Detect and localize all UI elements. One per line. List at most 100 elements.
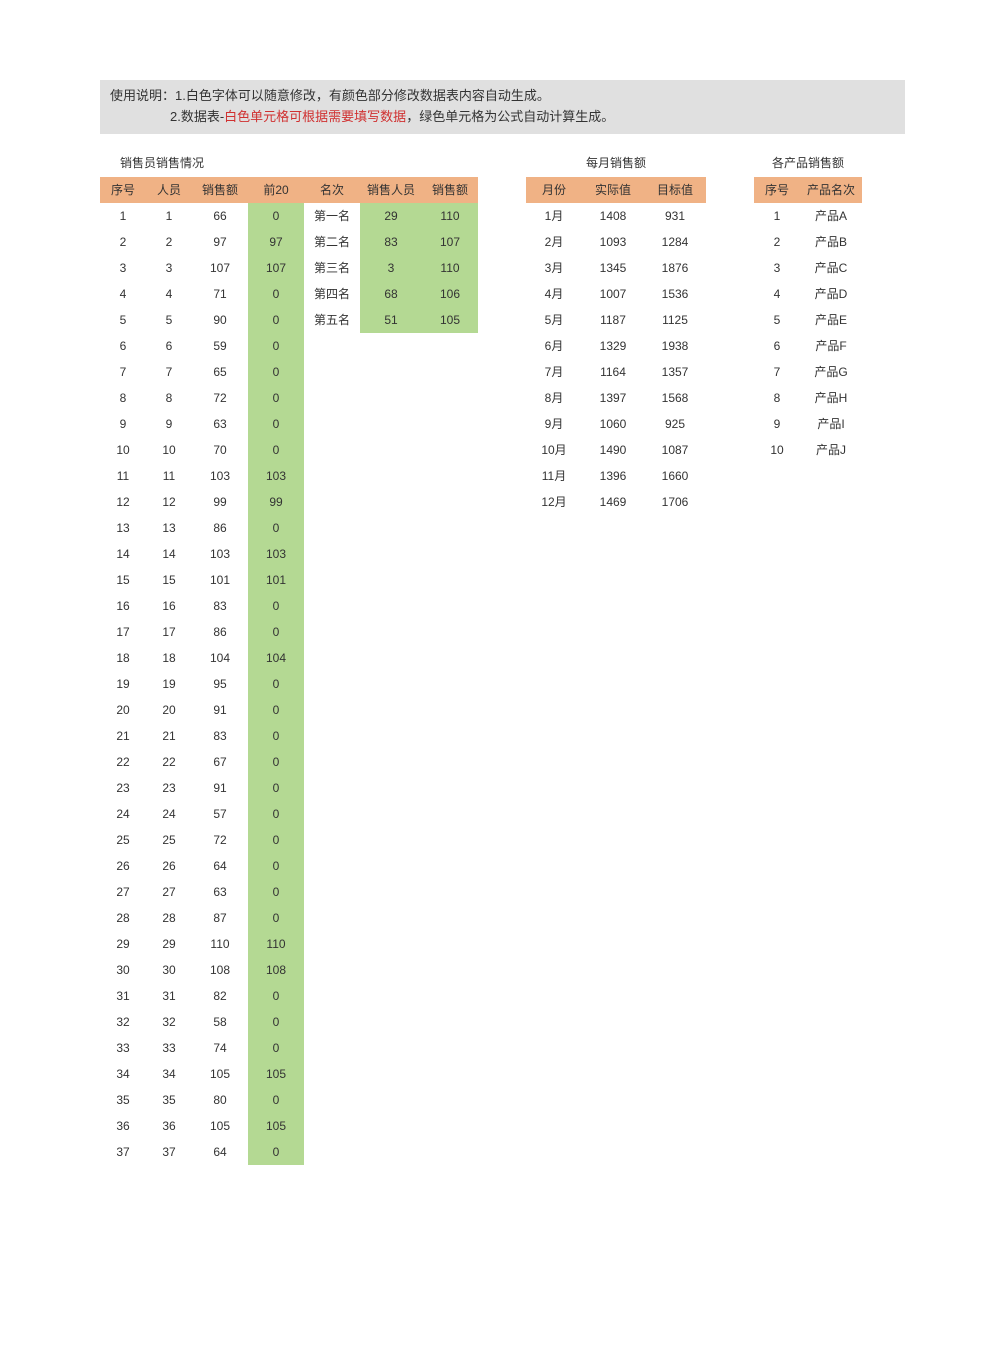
cell-month: 12月: [526, 489, 582, 515]
cell-seq: 12: [100, 489, 146, 515]
cell-amount: 57: [192, 801, 248, 827]
cell-month: 9月: [526, 411, 582, 437]
cell-person: 31: [146, 983, 192, 1009]
table-row: 1111103103: [100, 463, 304, 489]
table-row: 1月1408931: [526, 203, 706, 229]
cell-amount: 71: [192, 281, 248, 307]
cell-amount: 63: [192, 879, 248, 905]
cell-person: 3: [360, 255, 422, 281]
cell-actual: 1060: [582, 411, 644, 437]
cell-top20: 0: [248, 1035, 304, 1061]
cell-amount: 110: [192, 931, 248, 957]
table-row: 3535800: [100, 1087, 304, 1113]
table-row: 2020910: [100, 697, 304, 723]
table-header-row: 名次 销售人员 销售额: [304, 177, 478, 203]
cell-top20: 0: [248, 333, 304, 359]
cell-top20: 0: [248, 619, 304, 645]
cell-top20: 0: [248, 1087, 304, 1113]
monthly-table: 月份 实际值 目标值 1月14089312月109312843月13451876…: [526, 177, 706, 515]
cell-top20: 0: [248, 905, 304, 931]
cell-amount: 80: [192, 1087, 248, 1113]
cell-amount: 101: [192, 567, 248, 593]
cell-top20: 0: [248, 775, 304, 801]
products-title: 各产品销售额: [754, 154, 862, 171]
cell-amount: 90: [192, 307, 248, 333]
cell-seq: 17: [100, 619, 146, 645]
cell-top20: 0: [248, 437, 304, 463]
cell-seq: 14: [100, 541, 146, 567]
cell-amount: 70: [192, 437, 248, 463]
cell-seq: 26: [100, 853, 146, 879]
cell-seq: 34: [100, 1061, 146, 1087]
table-row: 3636105105: [100, 1113, 304, 1139]
cell-seq: 28: [100, 905, 146, 931]
cell-person: 22: [146, 749, 192, 775]
cell-person: 10: [146, 437, 192, 463]
table-row: 33107107: [100, 255, 304, 281]
col-person: 人员: [146, 177, 192, 203]
main-layout: 销售员销售情况 序号 人员 销售额 前20 116602297973310710…: [100, 154, 905, 1165]
cell-name: 产品D: [800, 281, 862, 307]
cell-name: 产品G: [800, 359, 862, 385]
cell-seq: 9: [100, 411, 146, 437]
table-row: 1515101101: [100, 567, 304, 593]
cell-person: 36: [146, 1113, 192, 1139]
cell-seq: 22: [100, 749, 146, 775]
col-seq: 序号: [100, 177, 146, 203]
instruction-highlight: 白色单元格可根据需要填写数据: [224, 109, 406, 124]
cell-seq: 23: [100, 775, 146, 801]
cell-target: 1125: [644, 307, 706, 333]
cell-seq: 33: [100, 1035, 146, 1061]
cell-month: 3月: [526, 255, 582, 281]
cell-amount: 59: [192, 333, 248, 359]
cell-rank: 第五名: [304, 307, 360, 333]
cell-top20: 0: [248, 203, 304, 229]
cell-target: 1568: [644, 385, 706, 411]
cell-seq: 2: [754, 229, 800, 255]
table-row: 2月10931284: [526, 229, 706, 255]
table-row: 8月13971568: [526, 385, 706, 411]
cell-month: 1月: [526, 203, 582, 229]
table-row: 3产品C: [754, 255, 862, 281]
cell-top20: 107: [248, 255, 304, 281]
cell-seq: 4: [754, 281, 800, 307]
sales-person-title: 销售员销售情况: [100, 154, 478, 171]
table-row: 44710: [100, 281, 304, 307]
col-rank: 名次: [304, 177, 360, 203]
instruction-text2c: ，绿色单元格为公式自动计算生成。: [406, 109, 614, 124]
cell-target: 925: [644, 411, 706, 437]
cell-target: 1938: [644, 333, 706, 359]
cell-target: 1660: [644, 463, 706, 489]
cell-seq: 2: [100, 229, 146, 255]
cell-amount: 103: [192, 541, 248, 567]
table-row: 10产品J: [754, 437, 862, 463]
cell-month: 5月: [526, 307, 582, 333]
cell-month: 10月: [526, 437, 582, 463]
table-row: 第一名29110: [304, 203, 478, 229]
cell-person: 26: [146, 853, 192, 879]
cell-person: 25: [146, 827, 192, 853]
cell-amount: 99: [192, 489, 248, 515]
cell-person: 14: [146, 541, 192, 567]
table-row: 6产品F: [754, 333, 862, 359]
cell-name: 产品A: [800, 203, 862, 229]
cell-seq: 1: [754, 203, 800, 229]
cell-top20: 101: [248, 567, 304, 593]
cell-seq: 8: [100, 385, 146, 411]
table-row: 1313860: [100, 515, 304, 541]
cell-target: 1284: [644, 229, 706, 255]
table-row: 4月10071536: [526, 281, 706, 307]
instruction-text1: 1.白色字体可以随意修改，有颜色部分修改数据表内容自动生成。: [175, 88, 550, 103]
cell-person: 3: [146, 255, 192, 281]
cell-top20: 0: [248, 801, 304, 827]
cell-person: 13: [146, 515, 192, 541]
table-row: 3737640: [100, 1139, 304, 1165]
cell-top20: 105: [248, 1113, 304, 1139]
cell-top20: 0: [248, 593, 304, 619]
cell-top20: 0: [248, 1009, 304, 1035]
cell-target: 1706: [644, 489, 706, 515]
cell-amount: 58: [192, 1009, 248, 1035]
cell-person: 27: [146, 879, 192, 905]
table-row: 3333740: [100, 1035, 304, 1061]
cell-amount: 63: [192, 411, 248, 437]
